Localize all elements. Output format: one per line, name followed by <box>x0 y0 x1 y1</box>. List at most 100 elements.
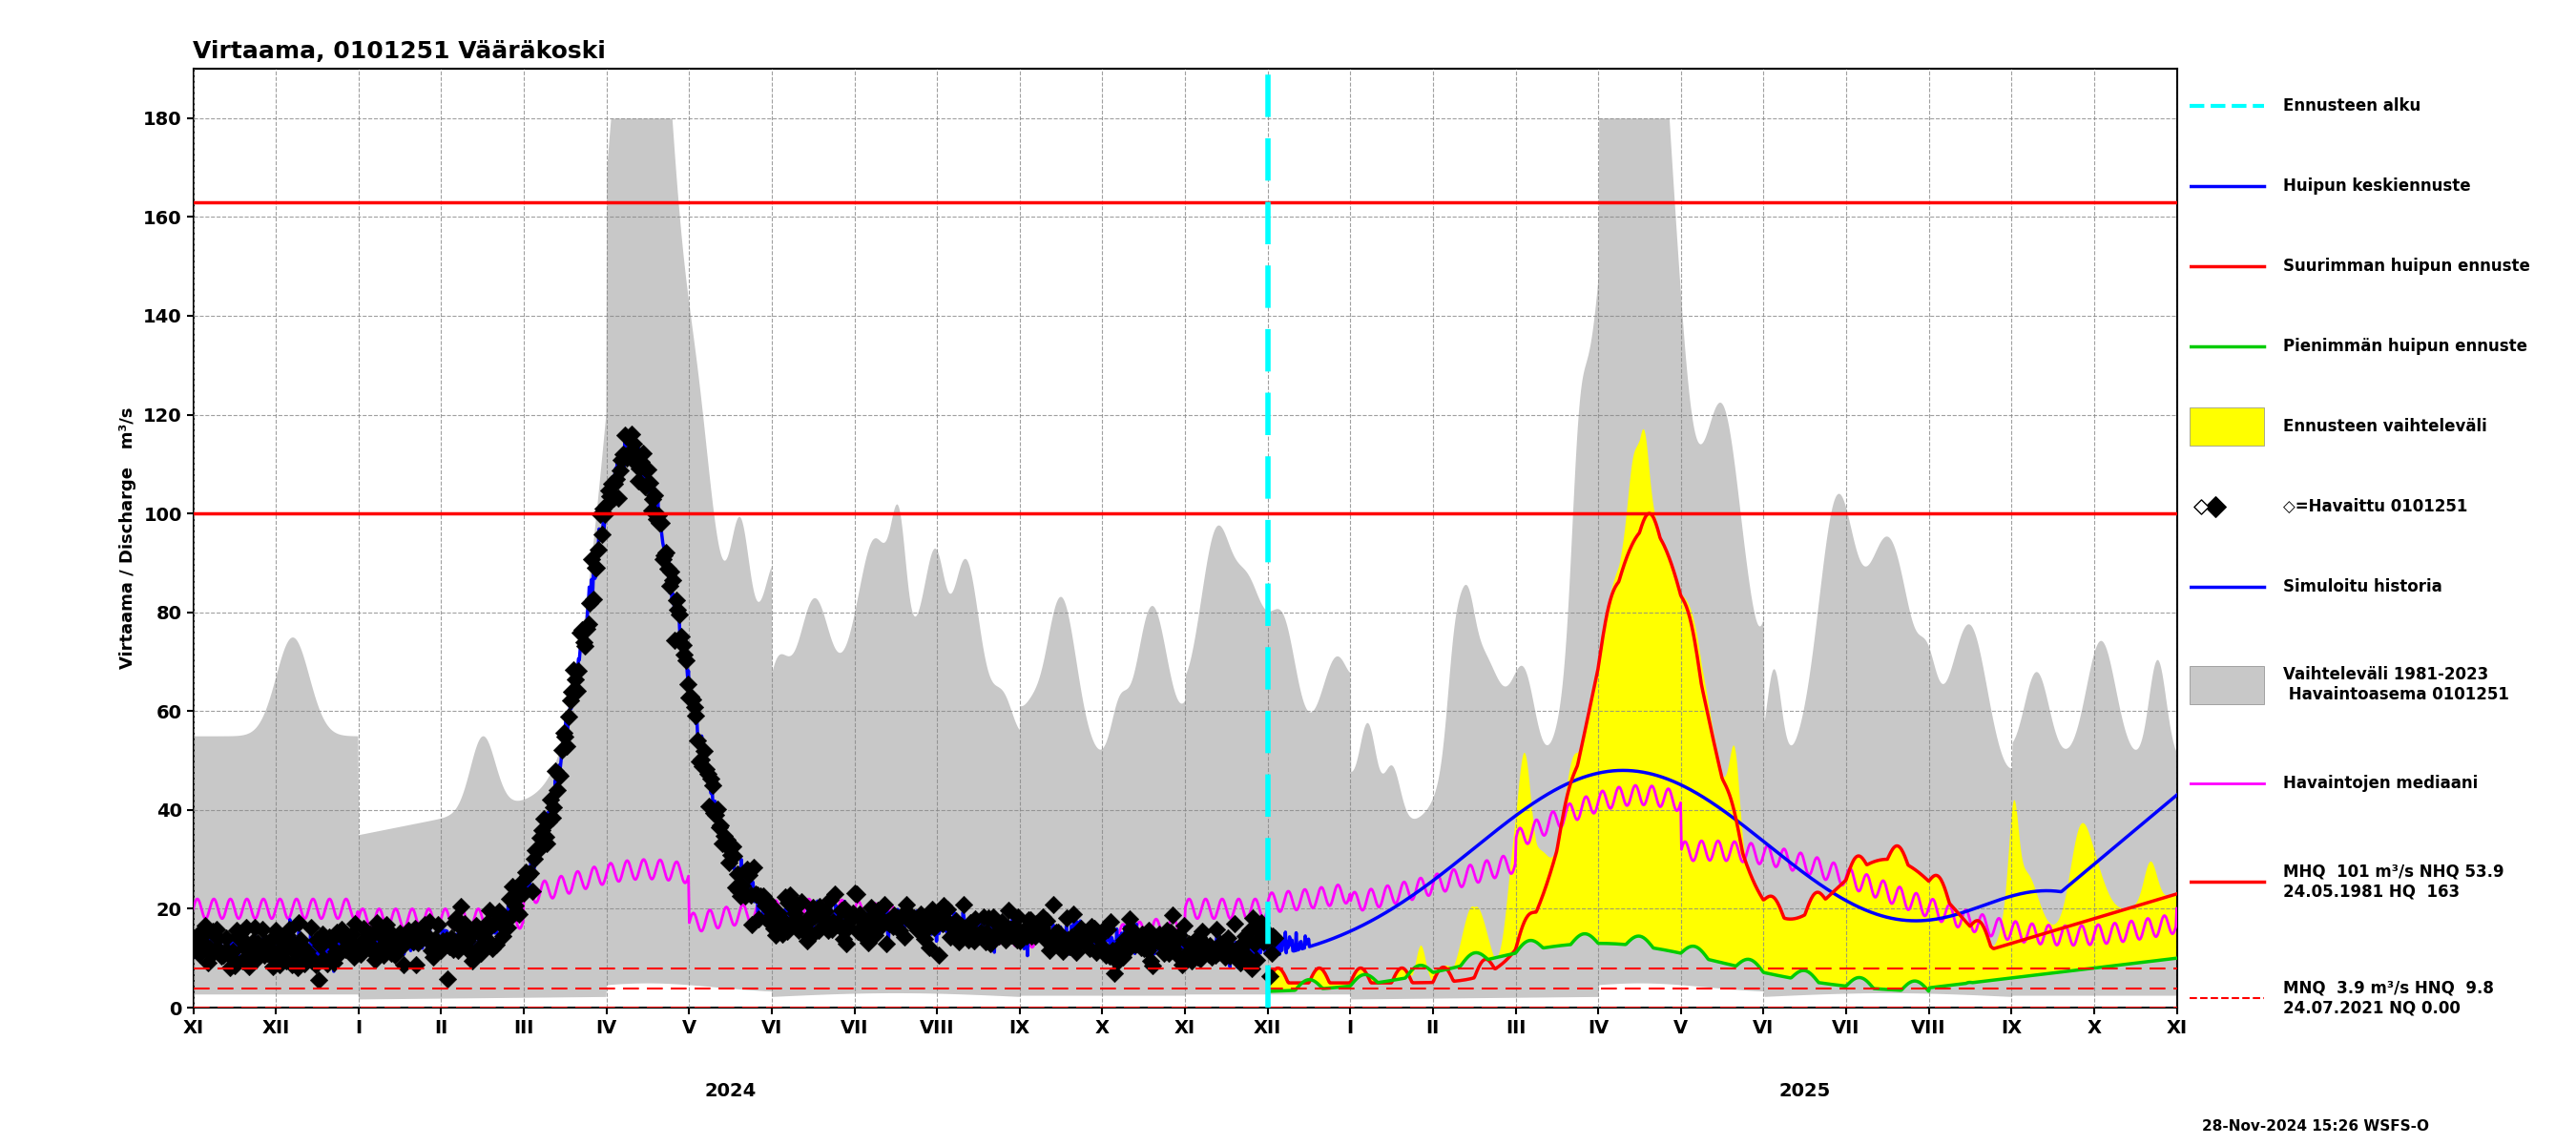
Point <box>1020 916 1061 934</box>
Point <box>1095 964 1136 982</box>
Point <box>255 921 296 939</box>
Point <box>654 591 696 609</box>
Point <box>1213 915 1255 933</box>
Point <box>938 932 979 950</box>
Point <box>1048 931 1090 949</box>
Point <box>1236 951 1278 970</box>
Point <box>479 902 520 921</box>
Point <box>871 914 912 932</box>
Point <box>461 940 502 958</box>
Point <box>933 918 974 937</box>
Point <box>822 930 863 948</box>
Point <box>757 905 799 923</box>
Point <box>1236 922 1278 940</box>
Point <box>585 505 626 523</box>
Point <box>1002 922 1043 940</box>
Point <box>1255 929 1296 947</box>
Point <box>618 472 659 490</box>
Point <box>319 926 361 945</box>
Point <box>853 907 894 925</box>
Point <box>1131 956 1172 974</box>
Point <box>1216 941 1257 960</box>
Point <box>258 943 299 962</box>
Point <box>863 895 904 914</box>
Point <box>747 913 788 931</box>
Point <box>765 887 806 906</box>
Point <box>1084 919 1126 938</box>
Point <box>451 925 492 943</box>
Point <box>482 927 523 946</box>
Point <box>1051 927 1092 946</box>
Point <box>500 874 541 892</box>
Point <box>629 460 670 479</box>
Point <box>659 627 701 646</box>
Point <box>876 908 917 926</box>
Point <box>227 918 268 937</box>
Point <box>647 560 688 578</box>
Text: Suurimman huipun ennuste: Suurimman huipun ennuste <box>2282 258 2530 275</box>
Point <box>567 621 608 639</box>
Point <box>173 940 214 958</box>
Text: 2025: 2025 <box>1780 1082 1832 1100</box>
Point <box>201 947 242 965</box>
Point <box>1079 940 1121 958</box>
Point <box>404 915 446 933</box>
Point <box>1023 908 1064 926</box>
Point <box>603 445 644 464</box>
Point <box>345 938 386 956</box>
Point <box>520 829 562 847</box>
Point <box>1084 946 1126 964</box>
Point <box>533 798 574 816</box>
Point <box>829 907 871 925</box>
Point <box>1206 947 1247 965</box>
Point <box>276 945 317 963</box>
Point <box>304 929 345 947</box>
Point <box>278 914 319 932</box>
Point <box>850 899 891 917</box>
Point <box>1090 947 1131 965</box>
Point <box>559 624 600 642</box>
Point <box>291 951 332 970</box>
Point <box>410 913 451 931</box>
Point <box>513 850 554 868</box>
Point <box>1131 951 1172 970</box>
Point <box>850 910 891 929</box>
Point <box>652 563 693 582</box>
Point <box>252 957 294 976</box>
Point <box>446 938 487 956</box>
Point <box>1149 923 1190 941</box>
Point <box>350 942 392 961</box>
Point <box>1113 924 1154 942</box>
Point <box>757 910 799 929</box>
Point <box>219 925 260 943</box>
Point <box>590 487 631 505</box>
Point <box>1218 954 1260 972</box>
Point <box>361 925 402 943</box>
Point <box>1190 948 1231 966</box>
Point <box>886 906 927 924</box>
Point <box>770 886 811 905</box>
Point <box>198 941 240 960</box>
Point <box>853 925 894 943</box>
Point <box>793 907 835 925</box>
Point <box>204 947 245 965</box>
Point <box>397 956 438 974</box>
Point <box>1247 924 1288 942</box>
Point <box>1018 916 1059 934</box>
Point <box>840 910 881 929</box>
Point <box>1007 926 1048 945</box>
Point <box>827 918 868 937</box>
Point <box>1033 895 1074 914</box>
Point <box>878 922 920 940</box>
Point <box>1229 921 1270 939</box>
Point <box>696 800 737 819</box>
Text: MNQ  3.9 m³/s HNQ  9.8
24.07.2021 NQ 0.00: MNQ 3.9 m³/s HNQ 9.8 24.07.2021 NQ 0.00 <box>2282 980 2494 1017</box>
Point <box>719 882 760 900</box>
Point <box>989 921 1030 939</box>
Point <box>920 946 961 964</box>
Point <box>361 938 402 956</box>
Point <box>899 910 940 929</box>
Point <box>811 913 853 931</box>
Point <box>714 847 755 866</box>
Point <box>832 905 873 923</box>
